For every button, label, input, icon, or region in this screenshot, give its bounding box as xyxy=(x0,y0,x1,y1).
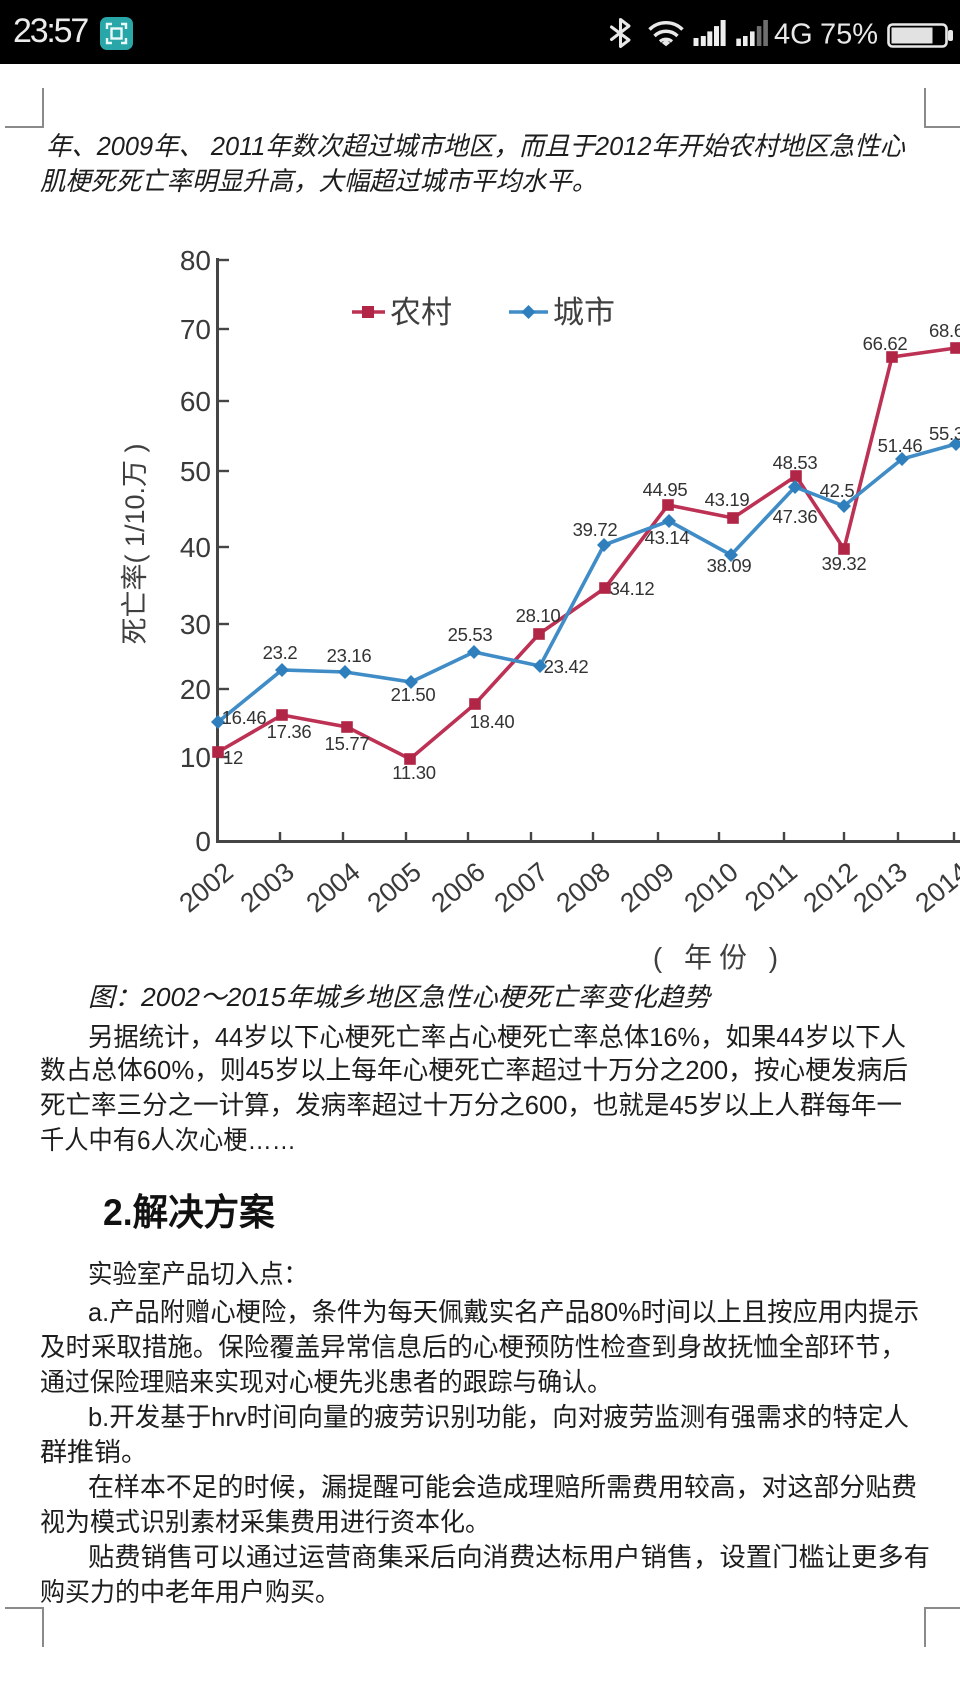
svg-text:16.46: 16.46 xyxy=(222,707,267,728)
svg-text:42.5: 42.5 xyxy=(820,480,855,501)
svg-text:0: 0 xyxy=(195,826,211,857)
svg-text:60: 60 xyxy=(180,386,211,417)
svg-text:38.09: 38.09 xyxy=(707,555,752,576)
svg-text:30: 30 xyxy=(180,609,211,640)
svg-text:2010: 2010 xyxy=(679,857,744,919)
svg-text:2012: 2012 xyxy=(798,857,863,919)
svg-text:50: 50 xyxy=(180,456,211,487)
svg-text:55.32: 55.32 xyxy=(929,423,960,444)
svg-text:2008: 2008 xyxy=(551,857,616,919)
svg-text:12: 12 xyxy=(223,747,243,768)
svg-text:40: 40 xyxy=(180,532,211,563)
svg-text:2007: 2007 xyxy=(489,857,554,919)
svg-text:2004: 2004 xyxy=(301,857,366,919)
svg-text:43.14: 43.14 xyxy=(645,527,690,548)
svg-text:75%: 75% xyxy=(820,19,878,51)
svg-text:47.36: 47.36 xyxy=(773,506,818,527)
svg-text:23.42: 23.42 xyxy=(544,656,589,677)
svg-text:2014: 2014 xyxy=(910,857,960,919)
svg-text:15.77: 15.77 xyxy=(325,733,370,754)
svg-text:28.10: 28.10 xyxy=(516,605,561,626)
svg-text:20: 20 xyxy=(180,674,211,705)
svg-text:39.32: 39.32 xyxy=(822,553,867,574)
svg-text:10: 10 xyxy=(180,742,211,773)
svg-text:2006: 2006 xyxy=(426,857,491,919)
svg-text:2002: 2002 xyxy=(174,857,239,919)
svg-text:17.36: 17.36 xyxy=(267,721,312,742)
svg-text:44.95: 44.95 xyxy=(643,479,688,500)
svg-text:2009: 2009 xyxy=(615,857,680,919)
svg-text:11.30: 11.30 xyxy=(392,762,435,783)
svg-text:2011: 2011 xyxy=(739,857,803,917)
svg-text:68.61: 68.61 xyxy=(929,320,960,341)
svg-text:农村: 农村 xyxy=(390,295,452,330)
svg-text:死亡率( 1/10.万 ): 死亡率( 1/10.万 ) xyxy=(120,443,150,644)
svg-text:48.53: 48.53 xyxy=(773,452,818,473)
svg-text:21.50: 21.50 xyxy=(391,684,436,705)
svg-text:43.19: 43.19 xyxy=(705,489,750,510)
svg-text:( 年份 ): ( 年份 ) xyxy=(653,942,785,973)
svg-text:51.46: 51.46 xyxy=(878,435,923,456)
svg-text:18.40: 18.40 xyxy=(470,711,515,732)
svg-text:39.72: 39.72 xyxy=(573,519,618,540)
svg-text:23.16: 23.16 xyxy=(327,645,372,666)
svg-text:城市: 城市 xyxy=(553,295,615,330)
svg-text:80: 80 xyxy=(180,245,211,276)
svg-text:2003: 2003 xyxy=(235,857,300,919)
svg-text:4G: 4G xyxy=(774,19,813,51)
svg-text:23.2: 23.2 xyxy=(263,642,298,663)
svg-text:70: 70 xyxy=(180,314,211,345)
svg-text:25.53: 25.53 xyxy=(448,624,493,645)
svg-text:2013: 2013 xyxy=(848,857,913,919)
svg-text:2005: 2005 xyxy=(362,857,427,919)
svg-text:34.12: 34.12 xyxy=(610,578,655,599)
svg-text:66.62: 66.62 xyxy=(863,333,908,354)
